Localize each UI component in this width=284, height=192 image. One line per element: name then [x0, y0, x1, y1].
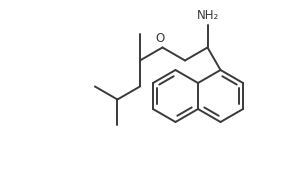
- Text: NH₂: NH₂: [197, 9, 219, 22]
- Text: O: O: [156, 32, 165, 46]
